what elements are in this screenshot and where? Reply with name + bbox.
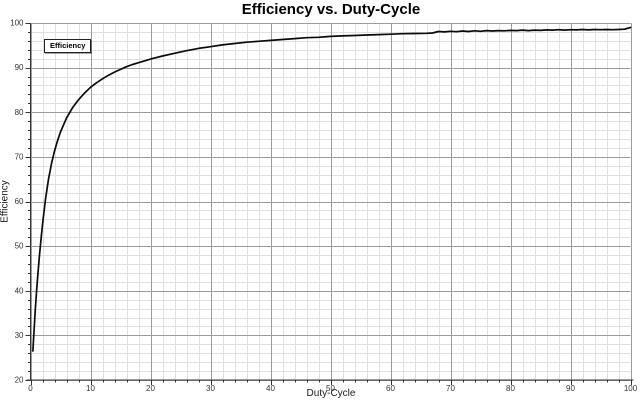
- x-tick-label: 60: [386, 384, 395, 393]
- x-tick-label: 0: [28, 384, 33, 393]
- y-tick-label: 80: [15, 108, 24, 117]
- x-tick-label: 10: [86, 384, 95, 393]
- x-tick-label: 80: [506, 384, 515, 393]
- y-tick-label: 50: [15, 242, 24, 251]
- y-tick-label: 100: [10, 19, 24, 28]
- legend-label: Efficiency: [50, 41, 86, 50]
- y-tick-label: 70: [15, 152, 24, 161]
- y-axis-label: Efficiency: [0, 180, 11, 223]
- x-tick-label: 70: [446, 384, 455, 393]
- x-tick-label: 20: [146, 384, 155, 393]
- y-tick-label: 30: [15, 331, 24, 340]
- y-tick-label: 60: [15, 197, 24, 206]
- chart-title: Efficiency vs. Duty-Cycle: [241, 1, 421, 18]
- x-tick-label: 30: [206, 384, 215, 393]
- y-tick-label: 20: [15, 376, 24, 385]
- efficiency-curve: [32, 26, 632, 352]
- x-tick-label: 100: [624, 384, 638, 393]
- y-tick-label: 90: [15, 63, 24, 72]
- x-tick-label: 50: [326, 384, 335, 393]
- x-tick-label: 40: [266, 384, 275, 393]
- legend-box: Efficiency: [44, 39, 92, 53]
- x-axis-label: Duty-Cycle: [306, 388, 356, 399]
- x-tick-label: 90: [566, 384, 575, 393]
- y-tick-label: 40: [15, 286, 24, 295]
